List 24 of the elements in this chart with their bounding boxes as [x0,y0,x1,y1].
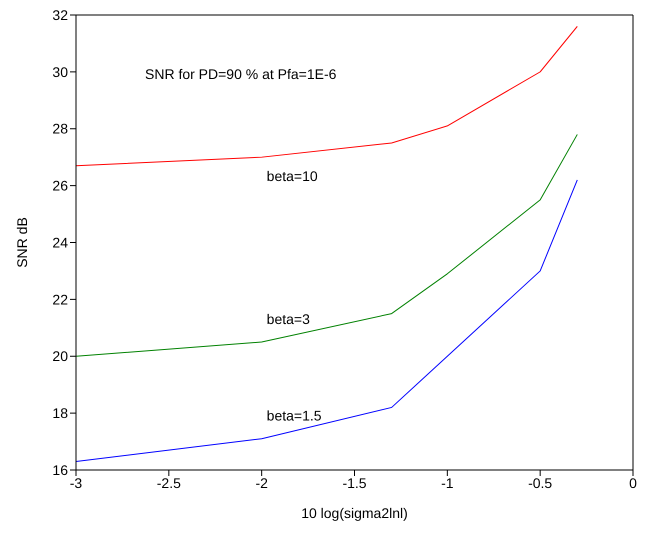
y-tick-label: 24 [52,234,68,250]
y-tick-label: 18 [52,405,68,422]
y-tick-label: 20 [52,348,68,364]
x-tick-label: -2.5 [156,474,182,491]
annotation: SNR for PD=90 % at Pfa=1E-6 [145,66,336,82]
series-label: beta=3 [266,311,310,328]
x-tick-label: -1.5 [342,474,367,491]
series-label: beta=10 [266,168,318,184]
y-tick-label: 22 [52,291,68,308]
x-tick-label: -0.5 [528,474,552,491]
x-tick-label: -3 [70,474,82,491]
y-tick-label: 28 [52,120,68,137]
series-label: beta=1.5 [266,408,322,424]
x-tick-label: -2 [255,474,268,491]
line-series [76,134,578,357]
x-axis-title: 10 log(sigma2lnl) [301,505,408,521]
y-tick-label: 26 [52,178,68,194]
x-tick-label: 0 [629,474,638,491]
y-tick-label: 30 [52,64,68,80]
y-axis-title: SNR dB [14,217,30,268]
y-tick-label: 16 [52,462,68,478]
line-series [76,26,578,166]
x-tick-label: -1 [441,474,454,491]
y-tick-label: 32 [52,6,68,23]
